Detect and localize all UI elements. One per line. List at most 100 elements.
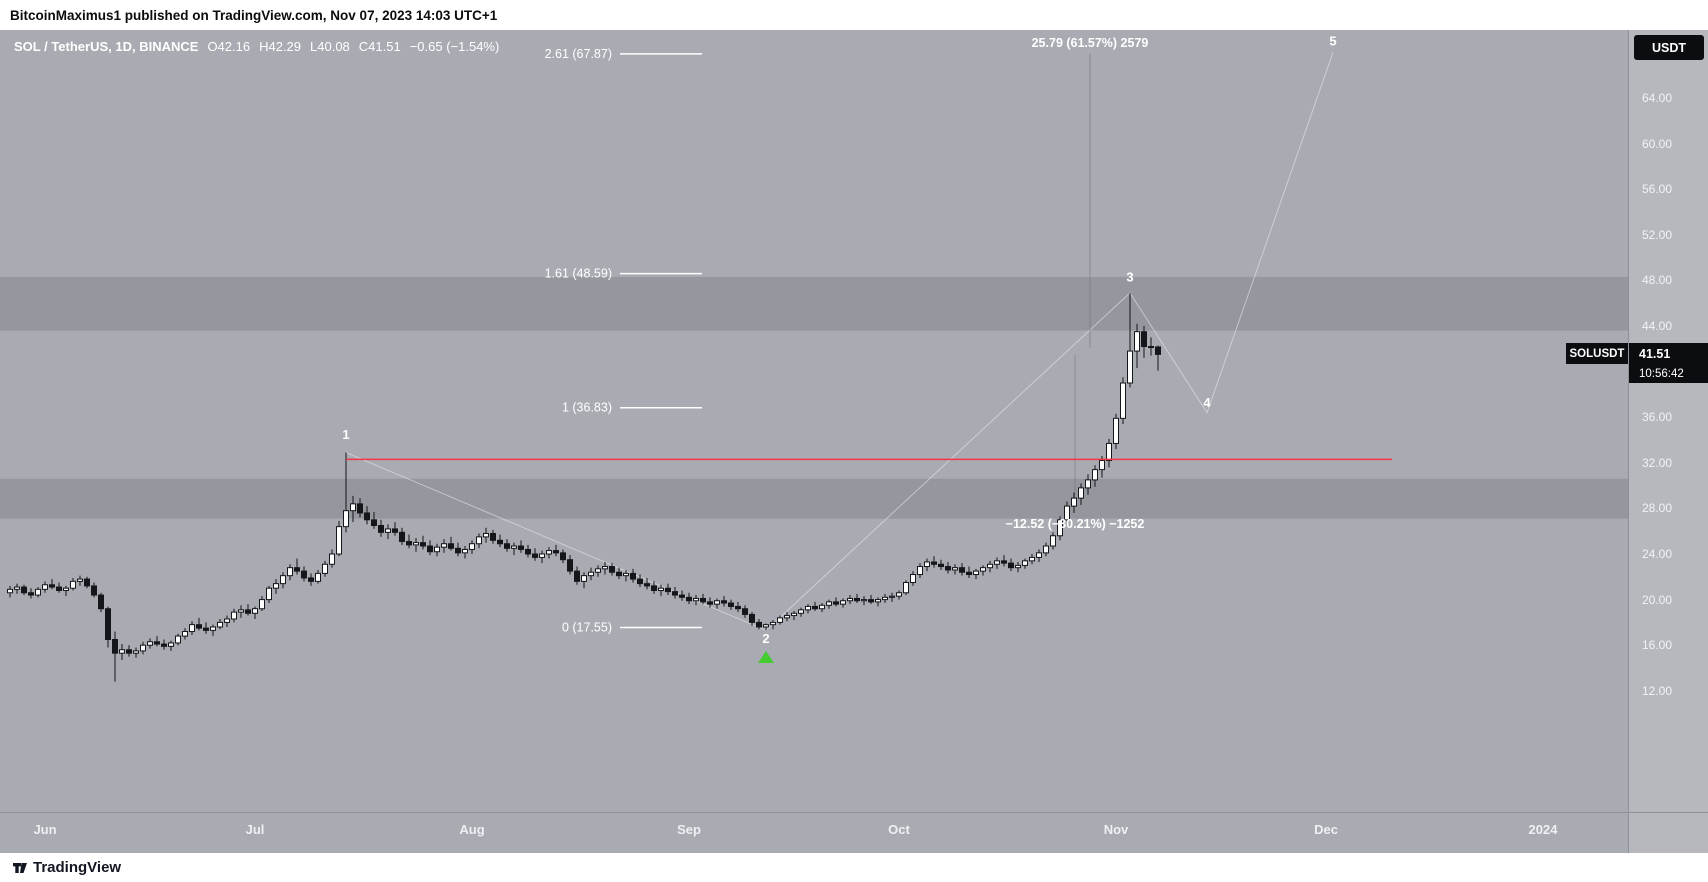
candle [105, 608, 111, 640]
candle [469, 543, 475, 550]
candle [1071, 497, 1077, 507]
wave-label-1[interactable]: 1 [342, 427, 349, 442]
candle [294, 567, 300, 572]
candle [560, 552, 566, 561]
legend-symbol[interactable]: SOL / TetherUS, 1D, BINANCE [14, 39, 199, 54]
wave-label-3[interactable]: 3 [1126, 270, 1133, 285]
wave-label-2[interactable]: 2 [762, 631, 769, 646]
price-tick-label: 32.00 [1642, 455, 1673, 470]
candle [742, 608, 748, 615]
candle [329, 553, 335, 565]
candle [812, 605, 818, 610]
candle [1078, 487, 1084, 499]
candle [826, 601, 832, 606]
candle [903, 582, 909, 594]
candle [630, 572, 636, 580]
usdt-unit-badge[interactable]: USDT [1634, 35, 1704, 60]
candle [49, 584, 55, 588]
candle [714, 600, 720, 605]
bar-countdown-badge: 10:56:42 [1629, 364, 1708, 383]
candle [1120, 382, 1126, 419]
candle [98, 594, 104, 610]
candle [1050, 535, 1056, 547]
candle [91, 585, 97, 596]
candle [959, 567, 965, 573]
candle [287, 567, 293, 577]
candle [455, 547, 461, 554]
candle [735, 605, 741, 610]
candle [791, 612, 797, 617]
candle [217, 621, 223, 628]
fib-level-label: 2.61 (67.87) [545, 47, 612, 61]
candle [1134, 331, 1140, 352]
candle [203, 627, 209, 631]
candle [448, 543, 454, 549]
elliott-projection-line[interactable] [345, 52, 1334, 631]
candle [875, 599, 881, 603]
candle [70, 580, 76, 589]
price-tick-label: 24.00 [1642, 547, 1673, 561]
footer-bar: TradingView [0, 853, 1708, 882]
buy-triangle-marker[interactable] [758, 651, 774, 663]
candle [336, 526, 342, 555]
fib-level-label: 1 (36.83) [562, 401, 612, 415]
candle [994, 560, 1000, 565]
candle [1127, 350, 1133, 384]
candle [609, 566, 615, 573]
candle [385, 528, 391, 533]
candle [140, 644, 146, 652]
candle [721, 600, 727, 604]
candle [7, 588, 13, 594]
tradingview-wordmark: TradingView [33, 859, 122, 876]
candle [77, 578, 83, 582]
candle [574, 570, 580, 582]
candle [728, 602, 734, 607]
time-axis-label: Nov [1103, 822, 1129, 837]
legend-open: O42.16 [207, 39, 251, 54]
price-tick-label: 44.00 [1642, 319, 1673, 333]
candle [861, 599, 867, 602]
candle [1043, 545, 1049, 554]
candle [343, 510, 349, 528]
candle [168, 642, 174, 647]
price-axis-separator [1628, 30, 1629, 853]
candle [392, 528, 398, 533]
candle [315, 572, 321, 582]
candle [952, 567, 958, 571]
candle [889, 595, 895, 598]
candle [357, 503, 363, 514]
candle [42, 584, 48, 590]
candle [833, 601, 839, 605]
candle [364, 512, 370, 521]
wave-label-5[interactable]: 5 [1329, 34, 1336, 49]
candle [658, 587, 664, 591]
wave-label-4[interactable]: 4 [1203, 395, 1211, 410]
candle [854, 597, 860, 602]
price-tick-label: 36.00 [1642, 410, 1673, 425]
candle [847, 597, 853, 602]
candle [924, 561, 930, 568]
tradingview-logo[interactable]: TradingView [12, 859, 121, 876]
candle [476, 536, 482, 545]
candle [910, 574, 916, 584]
candle [462, 548, 468, 554]
price-axis[interactable] [1628, 30, 1708, 853]
chart-plot-background[interactable] [0, 30, 1628, 853]
candle [525, 548, 531, 555]
candle [686, 596, 692, 602]
time-axis-label: Aug [459, 822, 485, 837]
candle [1001, 560, 1007, 564]
candle [133, 650, 139, 654]
candle [693, 597, 699, 602]
candle [784, 615, 790, 619]
candle [224, 618, 230, 623]
candle [1155, 346, 1161, 355]
candle [679, 594, 685, 598]
candle [231, 611, 237, 620]
candle [420, 542, 426, 547]
candle [189, 624, 195, 633]
time-axis-label: Jun [33, 822, 57, 837]
candle [518, 545, 524, 550]
price-zone-band [0, 276, 1628, 331]
